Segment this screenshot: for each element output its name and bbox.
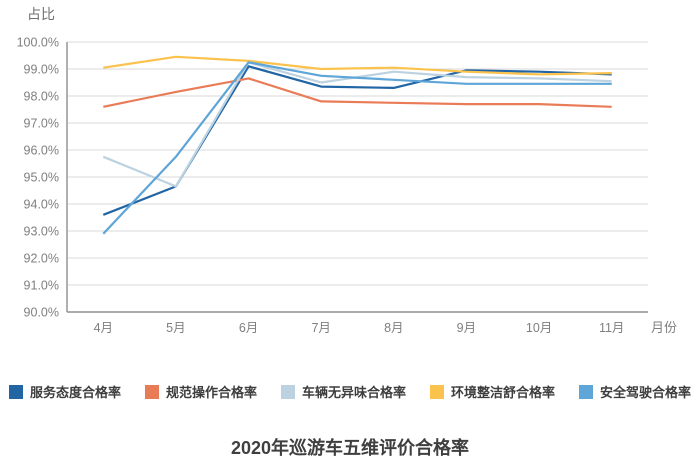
y-tick-label: 98.0%	[24, 90, 59, 104]
series-line-4	[102, 61, 612, 235]
line-chart: 100.0% 99.0% 98.0% 97.0% 96.0% 95.0% 94.0% 93.0…	[17, 36, 648, 335]
y-axis-title: 占比	[27, 6, 55, 22]
legend-item-no-odor: 车辆无异味合格率	[280, 382, 406, 401]
series-line-3	[103, 55, 612, 76]
y-tick-label: 95.0%	[24, 171, 59, 185]
legend-label-standard-operation: 规范操作合格率	[165, 385, 257, 400]
x-tick-label: 8月	[384, 321, 403, 335]
series-line-2	[102, 61, 612, 188]
y-tick-label: 100.0%	[17, 36, 59, 50]
legend-label-no-odor: 车辆无异味合格率	[301, 385, 406, 400]
legend-label-clean-environment: 环境整洁舒合格率	[451, 385, 556, 400]
y-tick-label: 90.0%	[24, 306, 59, 320]
legend-label-safe-driving: 安全驾驶合格率	[600, 385, 692, 400]
y-tick-label: 94.0%	[24, 198, 59, 212]
y-tick-label: 96.0%	[24, 144, 59, 158]
legend-item-safe-driving: 安全驾驶合格率	[579, 382, 691, 401]
legend: 服务态度合格率 规范操作合格率 车辆无异味合格率 环境整洁舒合格率 安全驾驶合格…	[0, 382, 700, 401]
legend-item-clean-environment: 环境整洁舒合格率	[430, 382, 555, 401]
legend-swatch-safe-driving	[579, 384, 594, 399]
legend-swatch-clean-environment	[430, 384, 444, 399]
series-line-0	[102, 65, 612, 216]
legend-item-standard-operation: 规范操作合格率	[144, 382, 257, 401]
x-axis-title: 月份	[651, 320, 678, 335]
x-tick-label: 7月	[311, 321, 330, 335]
x-tick-label: 9月	[457, 321, 476, 335]
legend-swatch-service-attitude	[8, 384, 23, 399]
y-tick-label: 99.0%	[24, 63, 59, 77]
legend-swatch-standard-operation	[144, 384, 159, 399]
x-tick-label: 5月	[166, 321, 185, 335]
legend-swatch-no-odor	[280, 384, 295, 399]
series-line-1	[103, 77, 612, 108]
y-tick-label: 92.0%	[24, 252, 59, 266]
legend-item-service-attitude: 服务态度合格率	[8, 382, 121, 401]
legend-label-service-attitude: 服务态度合格率	[29, 385, 121, 400]
x-tick-label: 6月	[239, 321, 258, 335]
y-tick-label: 91.0%	[24, 279, 59, 293]
x-tick-label: 4月	[94, 321, 113, 335]
x-tick-label: 11月	[599, 321, 624, 335]
chart-title: 2020年巡游车五维评价合格率	[230, 438, 470, 458]
y-tick-label: 97.0%	[24, 117, 59, 131]
x-tick-label: 10月	[526, 321, 552, 335]
y-tick-label: 93.0%	[24, 225, 59, 239]
